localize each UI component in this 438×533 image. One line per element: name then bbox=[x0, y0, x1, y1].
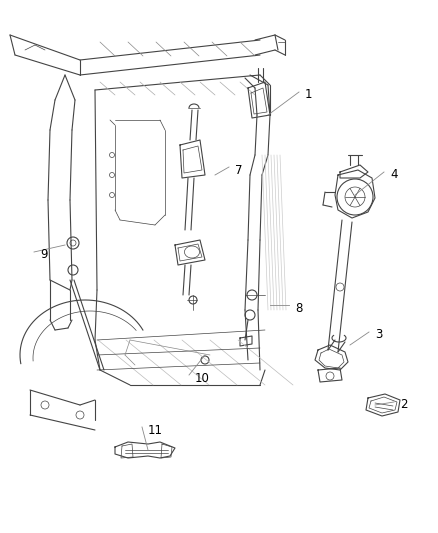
Text: 10: 10 bbox=[195, 372, 210, 384]
Text: 11: 11 bbox=[148, 424, 163, 437]
Text: 9: 9 bbox=[40, 248, 47, 262]
Text: 4: 4 bbox=[390, 168, 398, 182]
Text: 1: 1 bbox=[305, 88, 312, 101]
Text: 8: 8 bbox=[295, 302, 302, 314]
Text: 7: 7 bbox=[235, 164, 243, 176]
Text: 2: 2 bbox=[400, 399, 407, 411]
Text: 3: 3 bbox=[375, 328, 382, 342]
